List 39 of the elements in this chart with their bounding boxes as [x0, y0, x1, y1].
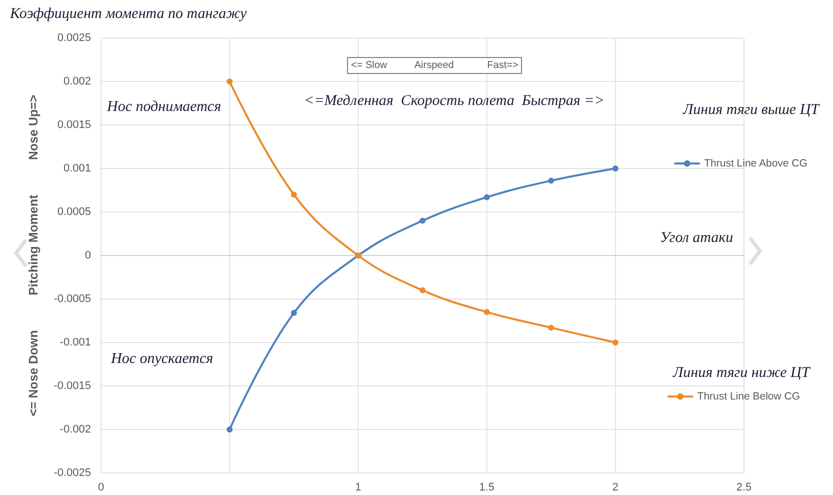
- point: [420, 287, 426, 294]
- point: [548, 178, 554, 184]
- legend-label: Thrust Line Above CG: [704, 158, 808, 170]
- point: [290, 310, 297, 316]
- point: [484, 194, 490, 200]
- point: [290, 192, 297, 198]
- y-tick-label: -0.002: [60, 424, 91, 436]
- y-tick-label: -0.0015: [54, 380, 91, 392]
- x-tick-label: 1: [355, 482, 362, 494]
- point: [484, 309, 490, 316]
- annotation: <= Slow Airspeed Fast=>: [347, 57, 522, 74]
- x-tick-label: 0: [98, 482, 104, 494]
- annotation: <=Медленная Скорость полета Быстрая =>: [304, 93, 604, 110]
- y-tick-label: 0.0025: [57, 32, 91, 44]
- y-tick-label: -0.0005: [54, 293, 91, 305]
- y-tick-label: 0.0015: [57, 119, 91, 131]
- point: [226, 78, 233, 84]
- point: [420, 218, 426, 224]
- y-axis-title: <= Nose Down Pitching Moment Nose Up=>: [26, 94, 40, 416]
- point: [548, 324, 554, 331]
- point: [612, 340, 618, 346]
- point: [226, 426, 233, 432]
- point: [612, 166, 618, 172]
- annotation: Линия тяги ниже ЦТ: [673, 365, 810, 382]
- annotation: Линия тяги выше ЦТ: [683, 102, 819, 118]
- chart-title: Коэффициент момента по тангажу: [10, 6, 247, 22]
- y-tick-label: 0: [84, 250, 91, 262]
- annotation: Нос опускается: [111, 351, 214, 368]
- y-tick-label: 0.002: [63, 76, 91, 88]
- x-tick-label: 2: [612, 482, 618, 494]
- x-axis-title: Угол атаки: [660, 230, 734, 246]
- annotation: Нос поднимается: [107, 99, 222, 116]
- y-tick-label: -0.001: [60, 336, 91, 348]
- x-tick-label: 1.5: [479, 482, 494, 494]
- legend-label: Thrust Line Below CG: [697, 390, 800, 402]
- y-tick-label: -0.0025: [54, 467, 91, 479]
- y-tick-label: 0.001: [63, 162, 91, 174]
- x-tick-label: 2.5: [736, 482, 752, 494]
- y-tick-label: 0.0005: [57, 206, 91, 218]
